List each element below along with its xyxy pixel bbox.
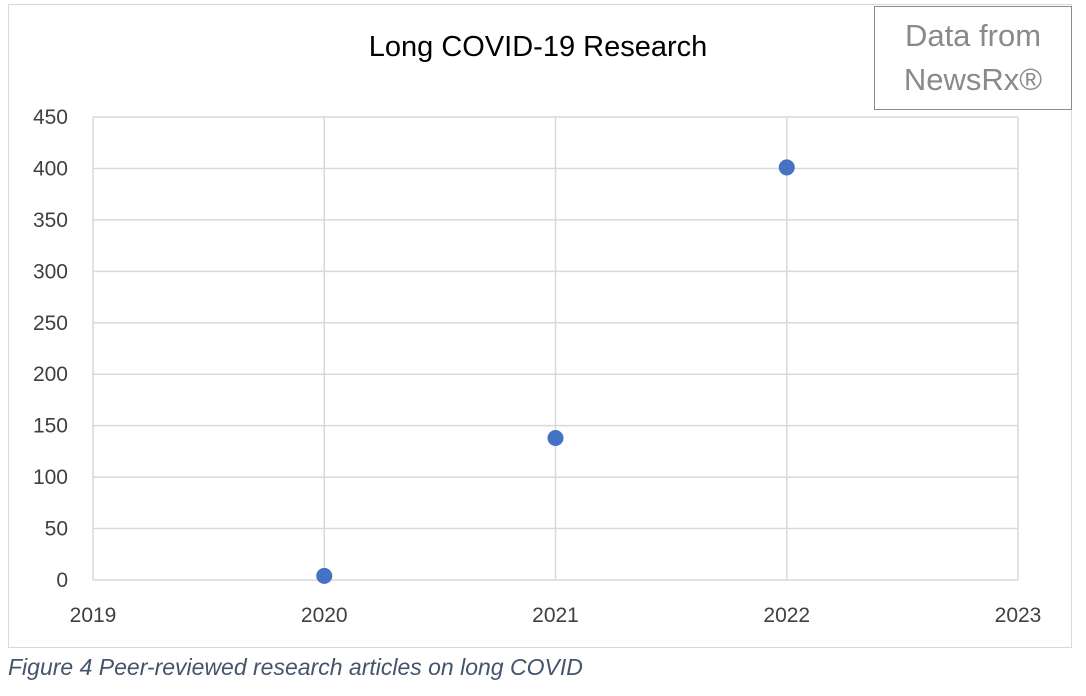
y-tick-label: 300 (33, 260, 68, 283)
y-tick-label: 200 (33, 363, 68, 386)
x-tick-label: 2020 (301, 604, 348, 627)
y-tick-label: 50 (45, 518, 68, 541)
y-tick-label: 450 (33, 106, 68, 129)
y-tick-label: 250 (33, 312, 68, 335)
y-tick-label: 0 (56, 569, 68, 592)
scatter-chart: Long COVID-19 Research 0 50 100 150 200 250 30… (33, 31, 1042, 627)
source-line-2: NewsRx® (903, 62, 1043, 97)
data-point (547, 430, 564, 447)
chart-title: Long COVID-19 Research (369, 31, 708, 63)
chart-frame (8, 4, 1072, 648)
gridlines (92, 116, 1019, 581)
y-axis-ticks: 0 50 100 150 200 250 300 350 400 450 (33, 106, 68, 592)
x-tick-label: 2021 (532, 604, 579, 627)
x-axis-ticks: 2019 2020 2021 2022 2023 (70, 604, 1042, 627)
data-source-box: Data from NewsRx® (874, 6, 1072, 110)
x-tick-label: 2022 (763, 604, 810, 627)
y-tick-label: 400 (33, 157, 68, 180)
data-point (778, 159, 795, 176)
x-tick-label: 2019 (70, 604, 117, 627)
source-line-1: Data from (904, 18, 1042, 53)
data-point (316, 567, 333, 584)
y-tick-label: 150 (33, 415, 68, 438)
figure-caption: Figure 4 Peer-reviewed research articles… (8, 654, 583, 680)
y-tick-label: 100 (33, 466, 68, 489)
y-tick-label: 350 (33, 209, 68, 232)
x-tick-label: 2023 (995, 604, 1042, 627)
data-points (316, 159, 795, 584)
